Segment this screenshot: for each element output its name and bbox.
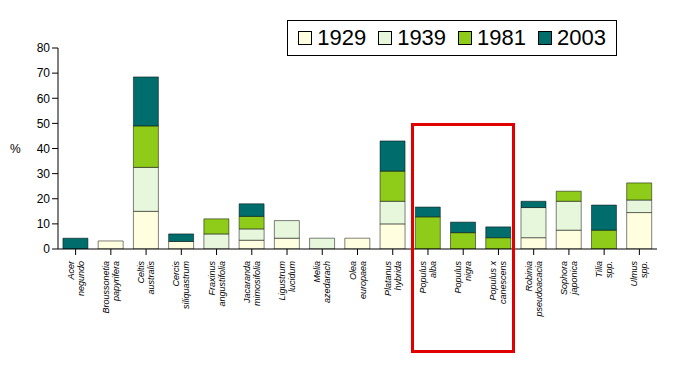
html-text:1981: 1981 [477,25,526,50]
svg-text:20: 20 [37,192,51,206]
svg-text:Oleaeuropaea: Oleaeuropaea [348,261,368,299]
svg-text:Populus xcanescens: Populus xcanescens [488,261,508,305]
svg-text:%: % [10,142,21,156]
svg-text:Ligustrumlucidum: Ligustrumlucidum [277,260,297,300]
svg-text:Meliaazedarach: Meliaazedarach [312,261,332,303]
html-text:1939: 1939 [397,25,447,50]
svg-text:Fraxinusangustifolia: Fraxinusangustifolia [207,261,227,307]
svg-text:Acernegundo: Acernegundo [66,260,86,296]
svg-text:0: 0 [43,242,50,256]
svg-text:50: 50 [37,117,51,131]
svg-text:30: 30 [37,167,51,181]
svg-text:Robiniapseudoacacia: Robiniapseudoacacia [524,261,544,318]
html-text:1929: 1929 [317,25,367,50]
html-text:2003: 2003 [557,25,606,50]
svg-text:70: 70 [37,66,51,80]
svg-text:Jacarandamimosifolia: Jacarandamimosifolia [242,261,262,306]
svg-text:Celtisaustralis: Celtisaustralis [136,261,156,295]
svg-text:Tiliaspp.: Tiliaspp. [594,261,614,278]
svg-text:Platanushybrida: Platanushybrida [383,261,403,297]
svg-text:10: 10 [37,217,51,231]
svg-text:Sophorajaponica: Sophorajaponica [559,261,579,296]
svg-text:Cercissiliquastrum: Cercissiliquastrum [171,260,191,309]
svg-text:80: 80 [37,41,51,55]
svg-text:Ulmusspp.: Ulmusspp. [629,261,649,287]
svg-text:Broussonetiapapyrifera: Broussonetiapapyrifera [101,261,121,314]
svg-text:Populusnigra: Populusnigra [453,261,473,294]
svg-text:Populusalba: Populusalba [418,261,438,294]
svg-text:60: 60 [37,92,51,106]
svg-text:40: 40 [37,142,51,156]
